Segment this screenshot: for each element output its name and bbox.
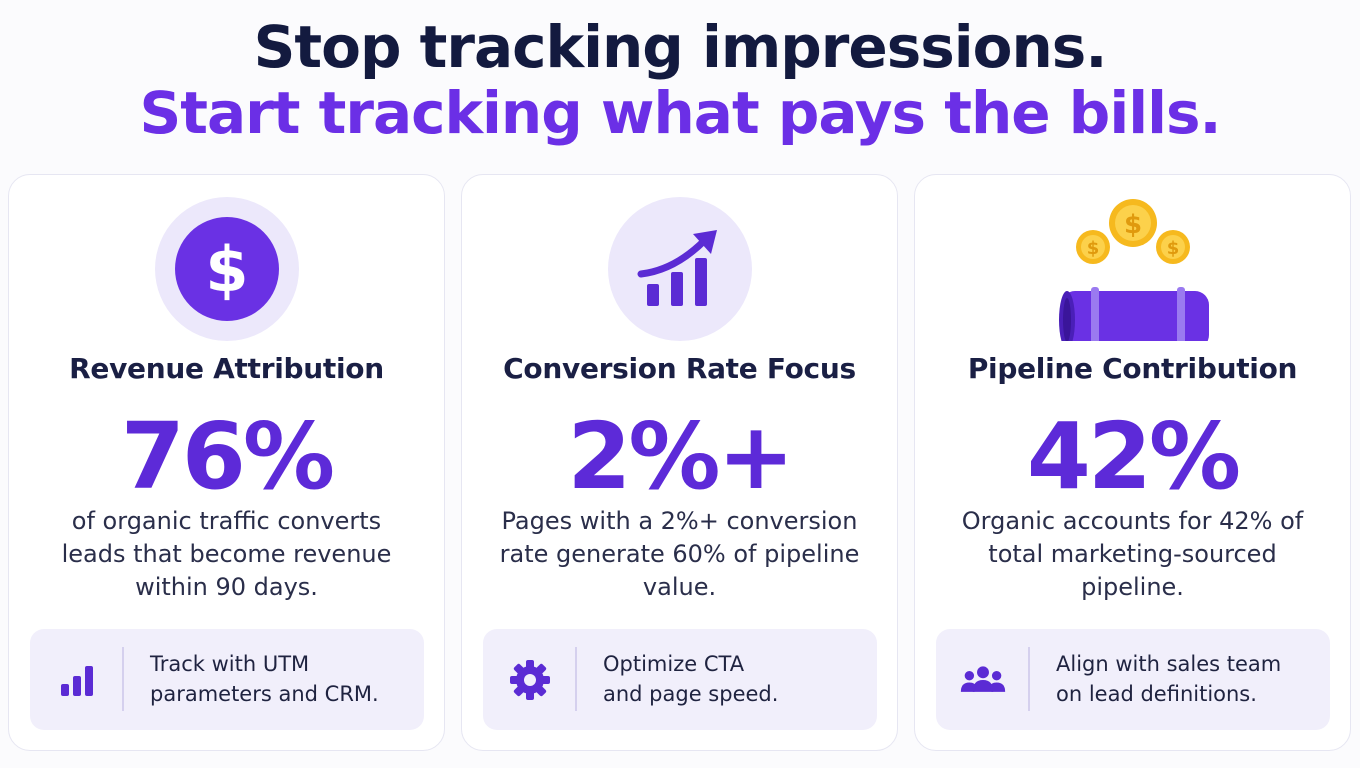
tip-text: Optimize CTA and page speed.: [603, 649, 867, 709]
card-stat: 42%: [1026, 403, 1241, 510]
svg-text:$: $: [1166, 238, 1179, 259]
card-pipeline-contribution: $ $ $ Pipeline Contribution 42% Organic …: [914, 174, 1351, 751]
headline-line-2: Start tracking what pays the bills.: [139, 79, 1221, 147]
tip-box: Optimize CTA and page speed.: [483, 629, 877, 730]
tip-line-2: and page speed.: [603, 682, 779, 706]
card-description: Organic accounts for 42% of total market…: [961, 507, 1304, 601]
tip-line-2: on lead definitions.: [1056, 682, 1257, 706]
card-stat: 76%: [120, 403, 335, 510]
divider: [1028, 647, 1030, 711]
bar-chart-icon: [54, 657, 100, 703]
divider: [575, 647, 577, 711]
dollar-coin-icon: $: [154, 197, 299, 341]
tip-line-1: Track with UTM: [150, 652, 310, 676]
trending-up-chart-icon: [607, 197, 752, 341]
tip-line-2: parameters and CRM.: [150, 682, 379, 706]
tip-box: Align with sales team on lead definition…: [936, 629, 1330, 730]
card-description: of organic traffic converts leads that b…: [61, 507, 392, 601]
tip-line-1: Optimize CTA: [603, 652, 745, 676]
svg-text:$: $: [205, 233, 248, 306]
card-title: Revenue Attribution: [69, 352, 384, 385]
tip-text: Align with sales team on lead definition…: [1056, 649, 1320, 709]
pipeline-coins-icon: $ $ $: [1053, 197, 1213, 341]
headline: Stop tracking impressions. Start trackin…: [0, 14, 1360, 146]
tip-box: Track with UTM parameters and CRM.: [30, 629, 424, 730]
tip-text: Track with UTM parameters and CRM.: [150, 649, 414, 709]
card-conversion-rate-focus: Conversion Rate Focus 2%+ Pages with a 2…: [461, 174, 898, 751]
headline-line-1: Stop tracking impressions.: [253, 13, 1108, 81]
card-title: Conversion Rate Focus: [503, 352, 856, 385]
svg-text:$: $: [1123, 210, 1141, 240]
card-stat: 2%+: [567, 403, 794, 510]
card-description: Pages with a 2%+ conversion rate generat…: [499, 507, 860, 601]
card-revenue-attribution: $ Revenue Attribution 76% of organic tra…: [8, 174, 445, 751]
svg-text:$: $: [1086, 238, 1099, 259]
divider: [122, 647, 124, 711]
tip-line-1: Align with sales team: [1056, 652, 1282, 676]
card-title: Pipeline Contribution: [967, 352, 1298, 385]
gear-icon: [507, 657, 553, 703]
team-icon: [960, 657, 1006, 703]
